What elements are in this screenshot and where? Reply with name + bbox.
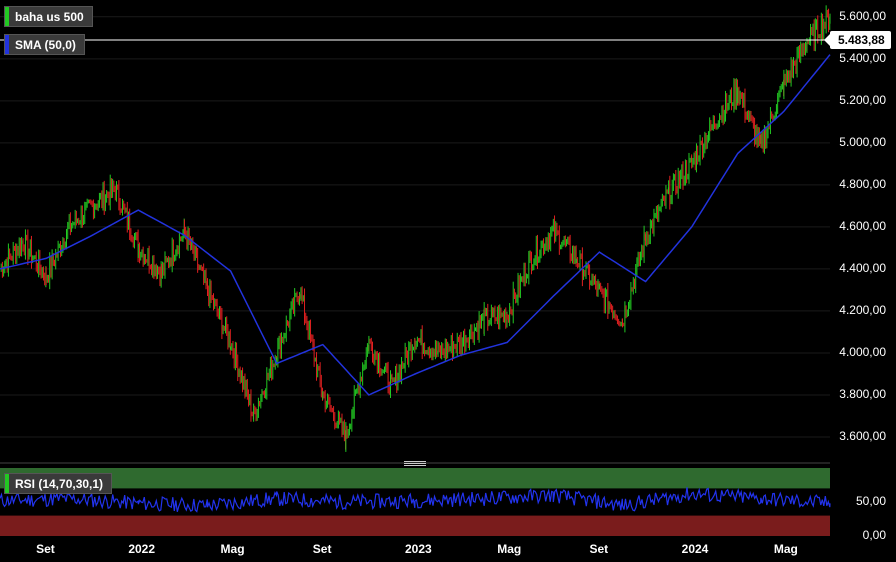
rsi-tick-label: 0,00 (862, 528, 886, 542)
legend-rsi-swatch (5, 474, 9, 493)
sma-line (0, 54, 831, 396)
price-tick-label: 4.000,00 (839, 344, 886, 359)
legend-main-swatch (5, 7, 9, 26)
time-tick-label: Mag (220, 542, 245, 556)
last-price-badge: 5.483,88 (824, 31, 891, 49)
time-tick-label: Set (589, 542, 609, 556)
time-tick-label: Set (312, 542, 332, 556)
time-tick-label: 2022 (128, 542, 156, 556)
rsi-zones (0, 468, 830, 536)
time-tick-label: 2024 (681, 542, 709, 556)
price-tick-label: 3.800,00 (839, 386, 886, 401)
rsi-oversold-zone (0, 515, 830, 536)
price-tick-label: 4.800,00 (839, 176, 886, 191)
time-tick-label: 2023 (405, 542, 432, 556)
legend-main-series[interactable]: baha us 500 (4, 6, 93, 27)
legend-sma-swatch (5, 35, 9, 54)
price-tick-label: 4.600,00 (839, 218, 886, 233)
price-tick-label: 5.200,00 (839, 92, 886, 107)
rsi-overbought-zone (0, 468, 830, 489)
price-tick-label: 5.000,00 (839, 134, 886, 149)
price-bars (0, 5, 831, 452)
time-tick-label: Mag (773, 542, 798, 556)
grid-lines (0, 16, 830, 438)
legend-sma-label: SMA (50,0) (15, 38, 76, 52)
rsi-tick-label: 50,00 (855, 494, 886, 508)
price-tick-label: 3.600,00 (839, 428, 886, 443)
time-tick-label: Set (36, 542, 55, 556)
price-tick-label: 4.200,00 (839, 302, 886, 317)
pane-splitter-handle[interactable] (404, 461, 426, 467)
legend-rsi-label: RSI (14,70,30,1) (15, 477, 104, 491)
price-tick-label: 4.400,00 (839, 260, 886, 275)
rsi-line (0, 487, 831, 513)
price-tick-label: 5.600,00 (839, 8, 886, 23)
time-tick-label: Mag (497, 542, 522, 556)
legend-sma[interactable]: SMA (50,0) (4, 34, 85, 55)
price-tick-label: 5.400,00 (839, 50, 886, 65)
legend-main-label: baha us 500 (15, 10, 84, 24)
legend-rsi[interactable]: RSI (14,70,30,1) (4, 473, 113, 494)
